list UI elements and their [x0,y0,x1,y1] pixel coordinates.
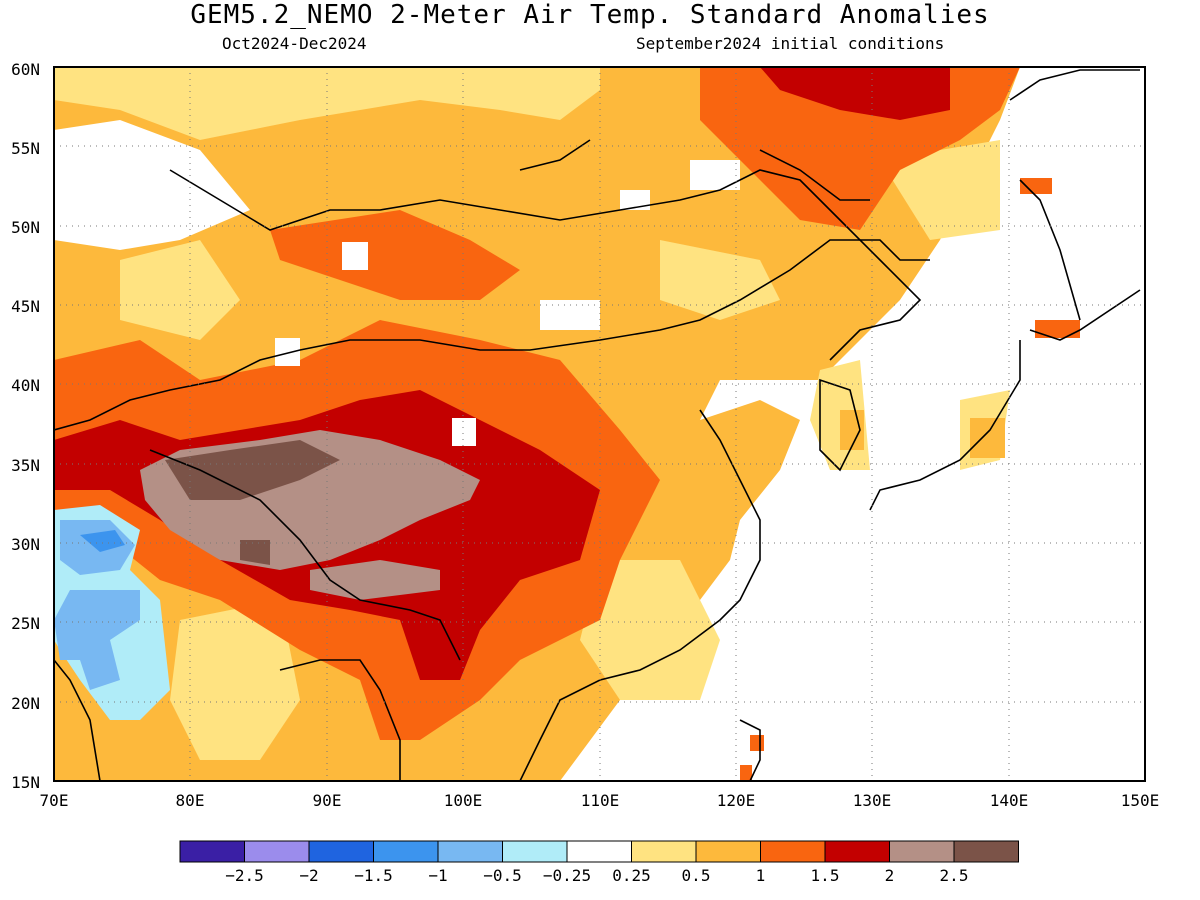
forecast-period: Oct2024-Dec2024 [222,34,367,53]
colorbar-swatch [824,840,890,863]
map-frame [53,66,1146,782]
lat-label: 35N [11,456,40,475]
colorbar-swatch [631,840,697,863]
lat-label: 40N [11,376,40,395]
colorbar-label: −1.5 [354,866,393,885]
colorbar-swatch [179,840,245,863]
lon-label: 90E [313,791,342,810]
lat-label: 15N [11,773,40,792]
colorbar-swatch [953,840,1019,863]
lat-label: 50N [11,218,40,237]
lat-label: 30N [11,535,40,554]
map-title: GEM5.2_NEMO 2-Meter Air Temp. Standard A… [190,0,990,30]
colorbar-label: 1 [756,866,766,885]
lat-labels: 60N 55N 50N 45N 40N 35N 30N 25N 20N 15N [11,60,40,792]
lon-label: 100E [444,791,483,810]
colorbar-swatch [695,840,761,863]
initial-conditions: September2024 initial conditions [636,34,945,53]
lon-label: 110E [581,791,620,810]
colorbar-swatch [502,840,568,863]
colorbar-swatch [308,840,374,863]
colorbar-label: 2.5 [940,866,969,885]
colorbar-label: −0.25 [543,866,591,885]
lat-label: 25N [11,614,40,633]
lon-label: 120E [717,791,756,810]
lat-label: 45N [11,297,40,316]
lon-label: 150E [1121,791,1160,810]
lon-label: 140E [990,791,1029,810]
colorbar-label: −2.5 [225,866,264,885]
colorbar-swatch [566,840,632,863]
colorbar-swatch [244,840,310,863]
colorbar-label: −1 [428,866,447,885]
colorbar-label: 0.25 [612,866,651,885]
lon-labels: 70E 80E 90E 100E 110E 120E 130E 140E 150… [40,791,1160,810]
lon-label: 70E [40,791,69,810]
lat-label: 55N [11,139,40,158]
colorbar-swatch [889,840,955,863]
lat-label: 60N [11,60,40,79]
colorbar-label: 1.5 [811,866,840,885]
colorbar [179,840,1019,863]
lon-label: 130E [853,791,892,810]
colorbar-swatch [760,840,826,863]
colorbar-label: −2 [299,866,318,885]
colorbar-label: 2 [885,866,895,885]
coastlines [54,69,1141,781]
colorbar-swatch [373,840,439,863]
colorbar-label: 0.5 [682,866,711,885]
grid-lines [54,67,1145,781]
colorbar-label: −0.5 [483,866,522,885]
lat-label: 20N [11,694,40,713]
lon-label: 80E [176,791,205,810]
colorbar-swatch [437,840,503,863]
colorbar-labels: −2.5 −2 −1.5 −1 −0.5 −0.25 0.25 0.5 1 1.5 2 2.5 [225,866,968,885]
